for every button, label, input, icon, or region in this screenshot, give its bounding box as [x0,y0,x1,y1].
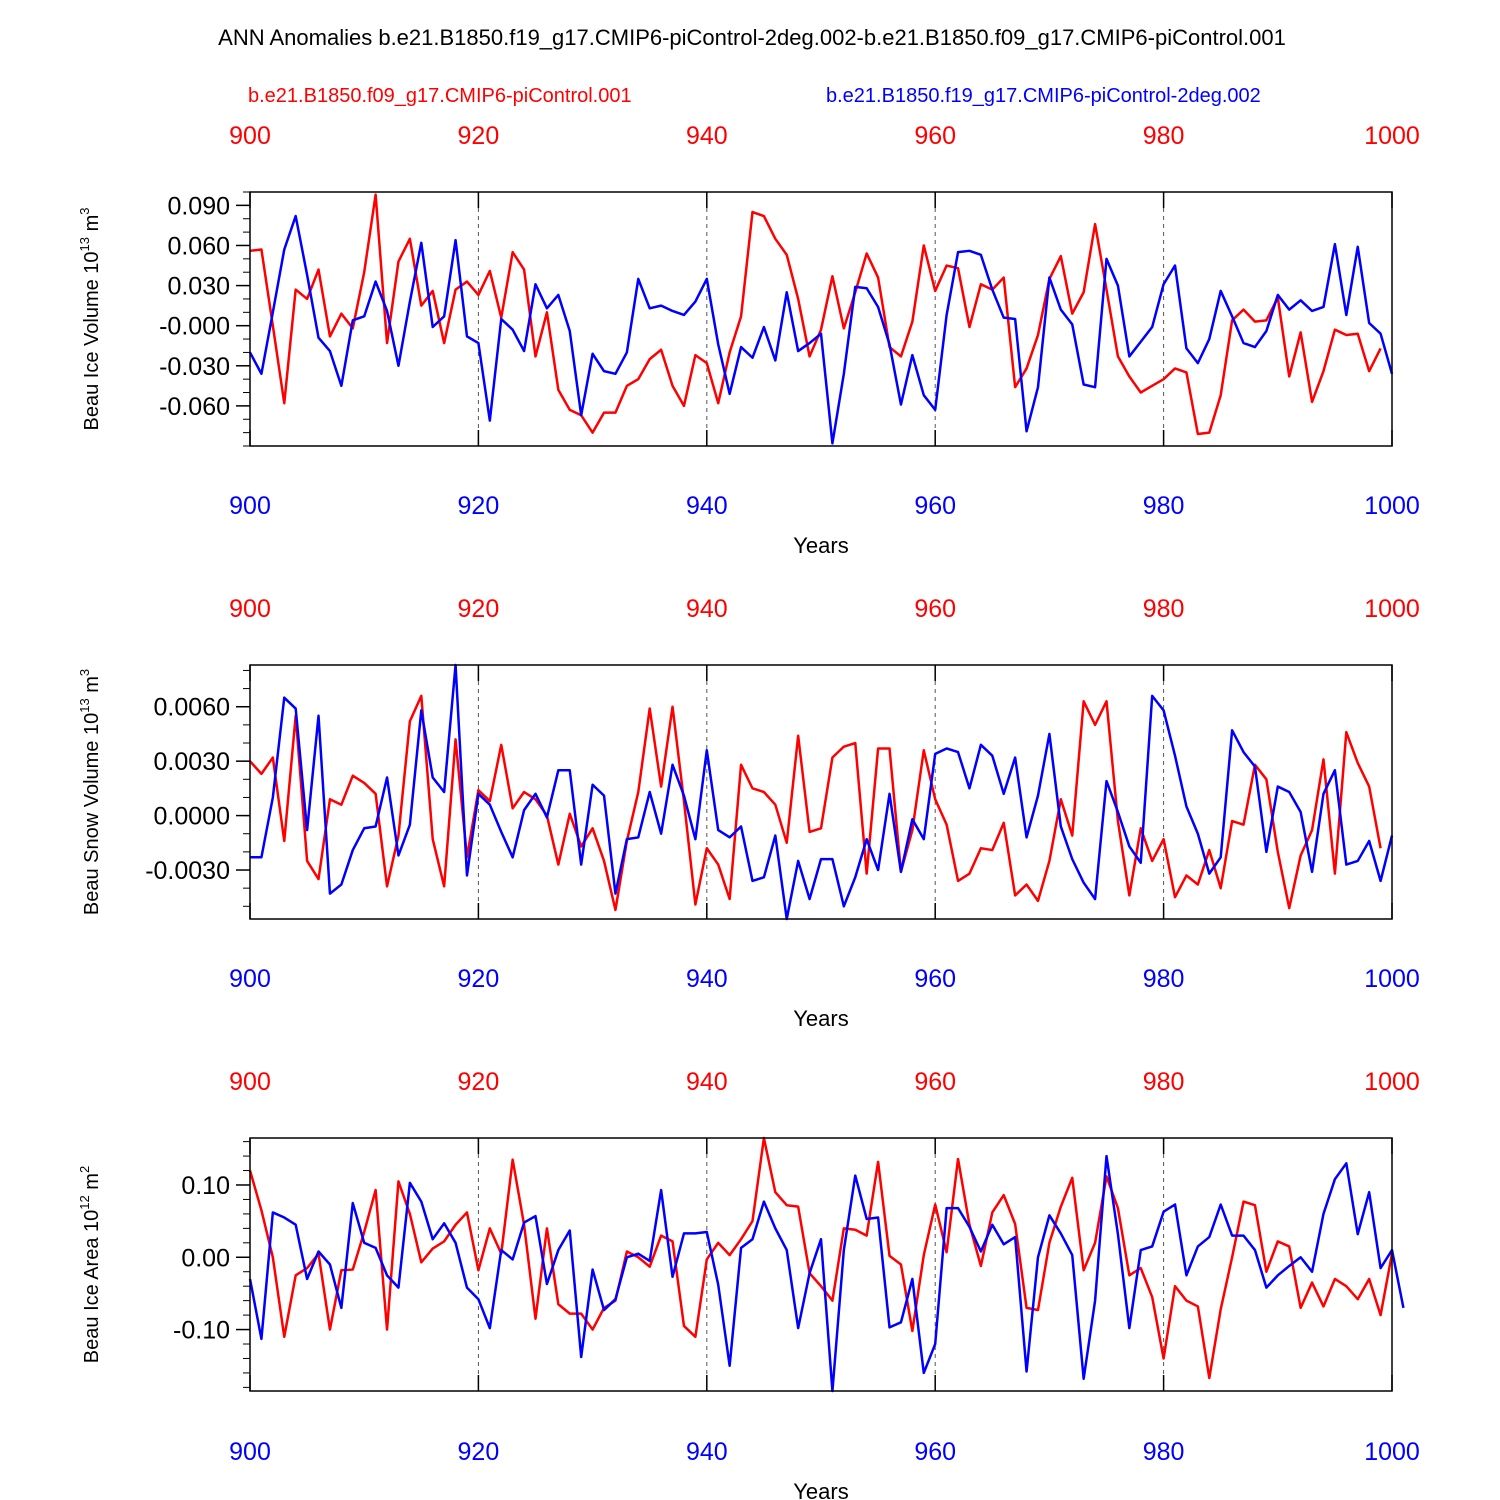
x-tick-label-top: 900 [229,1068,271,1096]
x-tick-label-top: 940 [686,595,728,623]
y-axis-label-part: Beau Ice Volume 10 [81,251,103,430]
x-tick-label-top: 960 [914,1068,956,1096]
plot-frame [249,664,1393,920]
x-tick-label-top: 980 [1143,122,1185,150]
y-tick-label: -0.000 [159,313,230,341]
plot-frame [249,191,1393,447]
y-tick-label: 0.090 [167,192,230,220]
x-tick-label-bottom: 940 [686,492,728,520]
y-axis-label-part: 3 [77,669,92,676]
y-tick-label: 0.10 [181,1172,230,1200]
x-tick-label-bottom: 940 [686,965,728,993]
x-tick-label-top: 920 [458,595,500,623]
y-tick-label: -0.10 [173,1317,230,1345]
x-tick-label-bottom: 960 [914,1438,956,1466]
x-tick-label-bottom: 1000 [1364,965,1420,993]
y-tick-label: -0.0030 [145,857,230,885]
series-line-blue [248,1154,1405,1393]
x-tick-label-bottom: 900 [229,965,271,993]
x-tick-label-top: 920 [458,122,500,150]
x-axis-label: Years [793,1006,848,1031]
y-axis-label-part: Beau Ice Area 10 [81,1210,103,1363]
series-line-blue [250,663,1394,921]
x-tick-label-bottom: 980 [1143,1438,1185,1466]
y-axis-label-part: 13 [77,237,92,251]
x-tick-label-bottom: 960 [914,965,956,993]
x-tick-label-top: 1000 [1364,122,1420,150]
y-axis-label-part: 13 [77,698,92,712]
x-tick-label-top: 940 [686,1068,728,1096]
y-tick-label: 0.060 [167,232,230,260]
plot-frame [249,1137,1393,1392]
legend-red-label: b.e21.B1850.f09_g17.CMIP6-piControl.001 [248,85,632,107]
x-tick-label-bottom: 1000 [1364,1438,1420,1466]
panel-1: 0.090 0.060 0.030 -0.000 -0.030 -0.060 900 900 9… [77,122,1420,558]
x-tick-label-top: 1000 [1364,595,1420,623]
y-axis-label: Beau Snow Volume 1013 m3 [77,669,103,915]
series-line-blue [248,214,1394,445]
x-tick-label-top: 900 [229,595,271,623]
x-tick-label-bottom: 900 [229,1438,271,1466]
y-tick-label: 0.0060 [154,694,230,722]
y-axis-label-part: Beau Snow Volume 10 [81,713,103,915]
x-axis-label: Years [793,1479,848,1500]
x-tick-label-bottom: 940 [686,1438,728,1466]
y-axis-label-part: m [81,1173,103,1195]
x-tick-label-bottom: 960 [914,492,956,520]
y-axis-label-part: 12 [77,1195,92,1209]
series-line-red [249,193,1382,436]
y-axis-label-part: m [81,215,103,237]
x-tick-label-top: 980 [1143,1068,1185,1096]
x-tick-label-bottom: 1000 [1364,492,1420,520]
x-tick-label-top: 940 [686,122,728,150]
y-axis-label-part: 2 [77,1166,92,1173]
figure-title: ANN Anomalies b.e21.B1850.f19_g17.CMIP6-… [218,25,1286,50]
panels: 0.090 0.060 0.030 -0.000 -0.030 -0.060 900 900 9… [77,122,1420,1500]
x-tick-label-bottom: 920 [458,965,500,993]
x-tick-label-top: 1000 [1364,1068,1420,1096]
x-tick-label-top: 960 [914,595,956,623]
x-tick-label-bottom: 920 [458,492,500,520]
x-tick-label-top: 960 [914,122,956,150]
x-tick-label-bottom: 980 [1143,492,1185,520]
y-axis-label-part: m [81,676,103,698]
y-tick-label: -0.060 [159,393,230,421]
series-line-red [248,1136,1394,1380]
y-tick-label: 0.00 [181,1244,230,1272]
x-axis-label: Years [793,533,848,558]
panel-3: 0.10 0.00 -0.10 900 900 920 920 940 940 960 960 980… [77,1068,1420,1500]
x-tick-label-top: 900 [229,122,271,150]
y-tick-label: -0.030 [159,353,230,381]
x-tick-label-top: 920 [458,1068,500,1096]
panel-2: 0.0060 0.0030 0.0000 -0.0030 900 900 920 920 940… [77,595,1420,1031]
x-tick-label-bottom: 980 [1143,965,1185,993]
x-tick-label-top: 980 [1143,595,1185,623]
x-tick-label-bottom: 920 [458,1438,500,1466]
series-line-red [249,694,1382,912]
y-axis-label-part: 3 [77,208,92,215]
y-tick-label: 0.0030 [154,748,230,776]
y-tick-label: 0.030 [167,273,230,301]
x-tick-label-bottom: 900 [229,492,271,520]
y-axis-label: Beau Ice Volume 1013 m3 [77,208,103,431]
y-axis-label: Beau Ice Area 1012 m2 [77,1166,103,1363]
legend-blue-label: b.e21.B1850.f19_g17.CMIP6-piControl-2deg… [826,85,1261,107]
y-tick-label: 0.0000 [154,803,230,831]
